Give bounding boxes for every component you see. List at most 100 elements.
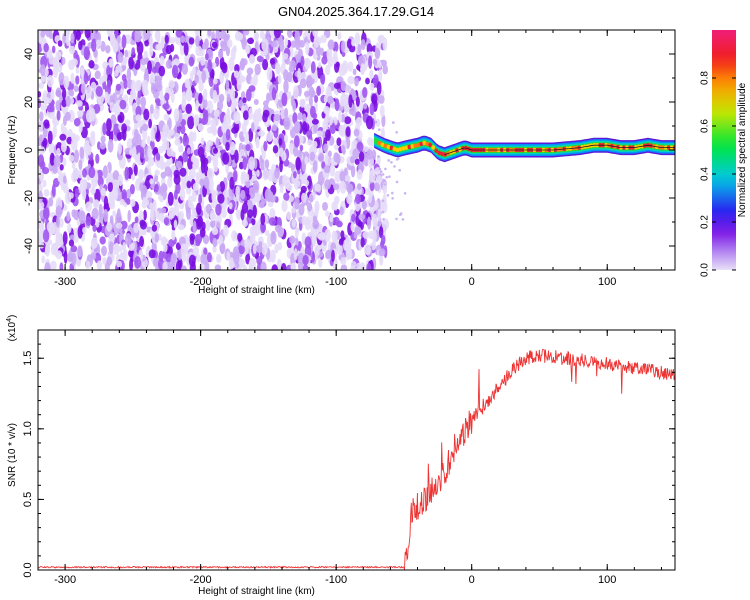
noise-blob [48,142,55,155]
y-tick-label: 1.0 [22,421,34,436]
noise-blob [341,144,346,154]
noise-blob [271,87,277,101]
noise-blob [211,189,216,203]
noise-blob [225,78,230,92]
y-scale-exponent: 4 [6,318,13,322]
y-axis-label: SNR (10 * v/v) [7,423,18,487]
noise-blob [320,74,325,85]
noise-blob [80,126,88,139]
noise-blob [198,194,203,205]
noise-blob [128,249,134,258]
noise-blob [106,64,113,78]
colorbar-tick-label: 0.4 [700,167,711,181]
noise-blob [164,166,172,177]
noise-blob [357,183,362,191]
noise-blob [289,46,294,58]
noise-dot [395,158,399,161]
noise-blob [279,183,284,194]
noise-blob [104,91,110,104]
noise-blob [189,131,194,143]
noise-blob [273,30,281,39]
noise-blob [40,30,46,38]
noise-blob [378,226,384,239]
noise-blob [143,198,150,207]
noise-blob [283,69,289,81]
noise-blob [308,86,315,98]
noise-blob [315,249,320,256]
noise-blob [100,75,106,83]
noise-blob [119,251,125,261]
noise-blob [188,37,195,45]
noise-blob [62,175,67,184]
noise-blob [312,140,318,149]
noise-dot [381,210,385,214]
noise-blob [59,133,67,141]
ridge-bead [377,140,382,146]
noise-blob [304,103,311,113]
noise-blob [305,179,309,187]
noise-blob [95,153,100,164]
noise-blob [379,105,385,118]
noise-blob [56,62,63,73]
noise-blob [329,213,334,223]
noise-blob [378,95,385,104]
noise-blob [357,43,362,54]
noise-blob [262,58,269,71]
ridge-bead [383,143,388,149]
ridge-bead [389,145,394,151]
noise-blob [132,146,137,159]
noise-blob [38,98,42,109]
noise-blob [173,219,178,229]
noise-blob [150,207,156,222]
noise-blob [115,222,123,229]
noise-blob [51,45,56,54]
noise-blob [269,249,276,263]
noise-blob [338,124,344,136]
noise-blob [260,261,267,270]
noise-blob [378,34,385,42]
noise-blob [366,149,373,160]
noise-blob [218,93,225,103]
noise-blob [189,70,194,81]
noise-blob [211,41,218,49]
noise-blob [242,110,249,121]
noise-blob [237,152,242,162]
noise-blob [55,100,61,111]
noise-blob [256,262,262,270]
noise-blob [228,202,233,210]
noise-blob [337,32,342,40]
noise-blob [185,103,192,115]
noise-blob [55,51,62,61]
noise-blob [107,182,114,193]
noise-blob [47,130,53,145]
noise-blob [174,132,181,140]
noise-blob [308,95,313,108]
noise-blob [42,96,50,105]
noise-blob [179,187,186,201]
noise-blob [318,152,325,162]
noise-blob [178,109,183,123]
noise-blob [106,79,112,90]
ridge-bead [422,140,427,145]
noise-blob [106,118,112,132]
noise-dot [393,165,396,168]
noise-blob [347,61,354,72]
noise-blob [108,200,116,210]
noise-blob [112,179,119,189]
noise-blob [323,95,328,103]
noise-blob [75,30,82,40]
y-tick-label: 1.5 [22,351,34,366]
noise-blob [248,257,256,270]
x-axis-label: Height of straight line (km) [198,586,315,597]
noise-dot [392,121,395,124]
noise-blob [124,119,131,126]
noise-blob [203,88,208,101]
noise-blob [182,134,189,147]
noise-blob [219,71,224,84]
noise-blob [200,159,206,174]
noise-blob [39,111,44,122]
noise-blob [175,260,181,270]
noise-blob [248,85,256,92]
ridge-bead [419,141,424,147]
noise-blob [355,193,361,205]
